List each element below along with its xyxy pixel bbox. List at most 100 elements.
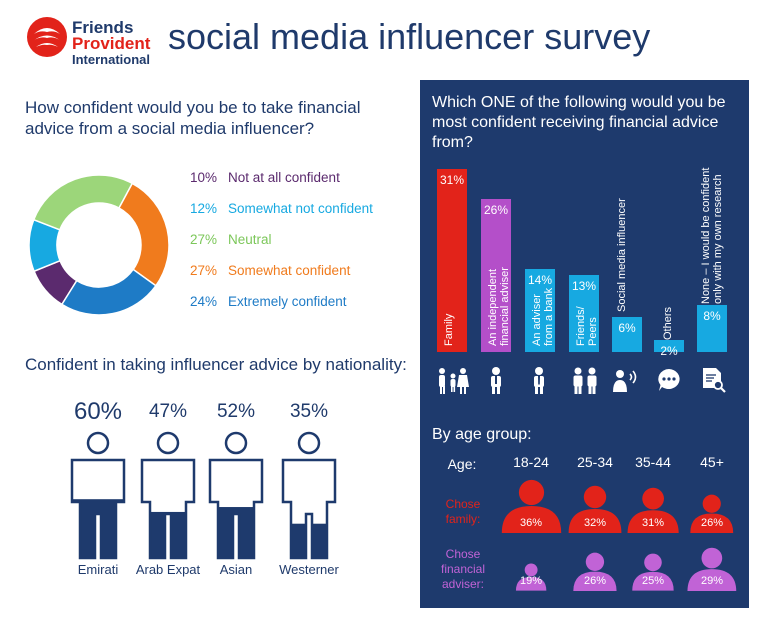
- nationality-percent: 35%: [289, 401, 329, 422]
- age-section-title: By age group:: [432, 426, 532, 443]
- bar: [437, 169, 467, 352]
- bar-category-label: None – I would be confident only with my …: [700, 168, 724, 304]
- legend-value: 10%: [190, 170, 218, 185]
- confidence-question: How confident would you be to take finan…: [25, 98, 361, 138]
- legend-item: 27% Somewhat confident: [190, 263, 350, 278]
- bar-category-line: only with my own research: [712, 174, 724, 304]
- bar-value-label: 26%: [483, 202, 509, 217]
- nationality-percent: 60%: [73, 398, 123, 425]
- age-percent: 25%: [641, 575, 665, 587]
- legend-label: Neutral: [228, 232, 272, 247]
- nationality-label: Westerner: [279, 562, 339, 577]
- nationality-percent: 47%: [148, 401, 188, 422]
- family-person-icon: [568, 485, 622, 533]
- bar-value-label: 13%: [571, 279, 597, 294]
- legend-label: Extremely confident: [228, 294, 347, 309]
- legend-value: 12%: [190, 201, 218, 216]
- nationality-label: Arab Expat: [135, 562, 201, 577]
- chose-adviser-label: Chose financial adviser:: [440, 547, 486, 591]
- bar: [612, 316, 642, 352]
- person-fill-level: [72, 499, 124, 558]
- adviser-person-icon: [687, 547, 737, 591]
- bar-category-line: Friends/: [575, 306, 587, 346]
- bar-category-line: An adviser: [531, 294, 543, 346]
- bar-category-label: Friends/Peers: [575, 306, 599, 346]
- bar: [697, 304, 727, 352]
- bar-category-label: An independent financial adviser: [487, 267, 511, 346]
- age-percent: 31%: [641, 517, 665, 529]
- logo-line-1: Friends: [72, 18, 134, 37]
- age-group-header: 18-24: [513, 454, 549, 470]
- legend-value: 27%: [190, 232, 218, 247]
- age-percent: 32%: [583, 517, 607, 529]
- nationality-label: Asian: [219, 562, 253, 577]
- age-percent: 19%: [519, 575, 543, 587]
- adviser-person-icon: [515, 563, 547, 591]
- bank-adviser-icon: [534, 367, 544, 394]
- chose-family-label: Chose family:: [445, 497, 481, 526]
- donut-slice-4: [117, 182, 170, 287]
- bar-category-label: Others: [662, 307, 674, 340]
- legend-item: 24% Extremely confident: [190, 294, 347, 309]
- bar-category-line: Others: [662, 306, 674, 340]
- legend-value: 27%: [190, 263, 218, 278]
- age-group-header: 45+: [700, 454, 724, 470]
- person-figure-icon: [208, 431, 264, 560]
- age-percent: 26%: [700, 517, 724, 529]
- bar-value-label: 31%: [439, 173, 465, 187]
- adviser-person-icon: [632, 553, 674, 591]
- confidence-donut-chart: [28, 174, 170, 316]
- bar-category-line: Family: [443, 313, 455, 346]
- bar-value-label: 8%: [703, 308, 721, 323]
- bar-value-label: 2%: [660, 344, 678, 359]
- bar-category-line: financial adviser: [499, 267, 511, 346]
- page-title: social media influencer survey: [168, 16, 651, 57]
- legend-label: Somewhat confident: [228, 263, 351, 278]
- person-figure-icon: [281, 431, 337, 560]
- legend-value: 24%: [190, 294, 218, 309]
- adviser-icon: [491, 367, 501, 394]
- age-percent: 29%: [700, 575, 724, 587]
- bar-category-label: Social media influencer: [616, 198, 628, 312]
- person-fill-level: [142, 511, 194, 558]
- sources-question: Which ONE of the following would you be …: [432, 94, 726, 151]
- bar-category-line: Social media influencer: [616, 198, 628, 312]
- influencer-icon: [613, 370, 637, 392]
- bar-category-label: Family: [443, 314, 455, 346]
- bar: [654, 340, 684, 352]
- adviser-person-icon: [573, 552, 617, 591]
- legend-item: 27% Neutral: [190, 232, 272, 247]
- brand-logo: Friends Provident International: [24, 10, 164, 70]
- logo-line-2: Provident: [72, 34, 151, 53]
- peers-icon: [573, 367, 597, 394]
- family-person-icon: [690, 494, 734, 533]
- person-figure-icon: [70, 431, 126, 560]
- bar-category-line: Peers: [587, 317, 599, 346]
- research-document-icon: [703, 368, 726, 393]
- family-icon: [439, 368, 469, 394]
- rose-icon: [27, 17, 67, 57]
- legend-item: 12% Somewhat not confident: [190, 201, 373, 216]
- age-percent: 36%: [519, 517, 543, 529]
- logo-line-3: International: [72, 52, 151, 67]
- bar-category-line: An independent: [487, 268, 499, 346]
- bar: [481, 198, 511, 352]
- person-figure-icon: [140, 431, 196, 560]
- age-group-header: 25-34: [577, 454, 613, 470]
- bar-category-line: None – I would be confident: [700, 167, 712, 304]
- legend-item: 10% Not at all confident: [190, 170, 340, 185]
- family-person-icon: [501, 479, 561, 533]
- bar: [569, 275, 599, 352]
- age-group-header: 35-44: [635, 454, 671, 470]
- bar-category-line: from a bank: [543, 287, 555, 346]
- donut-slice-3: [32, 174, 134, 231]
- person-fill-level: [283, 523, 335, 558]
- legend-label: Somewhat not confident: [228, 201, 373, 216]
- age-label: Age:: [447, 456, 477, 472]
- donut-slice-5: [60, 268, 157, 316]
- chat-bubble-icon: [658, 369, 680, 391]
- bar-value-label: 14%: [527, 273, 553, 288]
- bar: [525, 269, 555, 352]
- nationality-title: Confident in taking influencer advice by…: [25, 355, 407, 374]
- family-person-icon: [627, 487, 679, 533]
